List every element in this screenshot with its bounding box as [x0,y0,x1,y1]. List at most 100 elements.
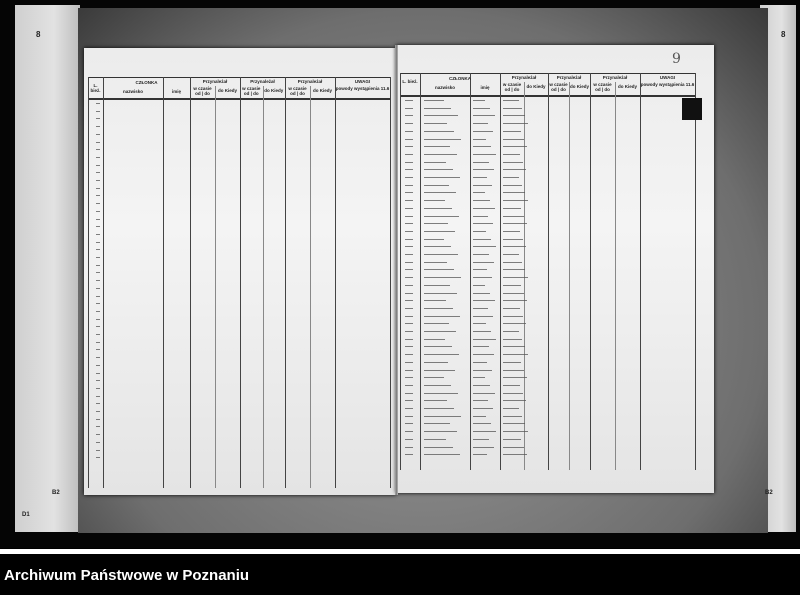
handwritten-entry [405,284,413,286]
handwritten-entry [424,408,454,409]
handwritten-entry [473,146,491,148]
handwritten-entry [503,361,521,363]
header-surname: nazwisko [434,85,455,90]
separator [0,549,800,554]
handwritten-entry [473,323,486,325]
handwritten-entry [424,431,457,433]
handwritten-entry [503,246,526,248]
handwritten-entry [424,177,460,178]
handwritten-entry [405,331,413,332]
handwritten-entry [473,361,487,363]
handwritten-entry [503,338,522,340]
header-group: Przynależał [250,79,275,84]
handwritten-entry [503,415,522,417]
row-number-mark [96,203,100,205]
handwritten-entry [473,377,485,379]
handwritten-entry [405,361,413,363]
left-card-strip [15,5,80,532]
handwritten-entry [405,338,413,340]
subcolumn-rule [615,82,616,470]
row-number-mark [96,334,100,335]
row-number-mark [96,118,100,120]
row-number-mark [96,318,100,320]
header-lp: L. bież. [90,83,101,93]
handwritten-entry [503,446,524,448]
handwritten-entry [424,361,448,363]
header-top-rule [88,77,390,78]
handwritten-entry [473,300,495,302]
handwritten-entry [503,277,528,279]
handwritten-entry [405,369,413,371]
handwritten-entry [473,446,494,448]
handwritten-entry [473,315,493,317]
column-rule [88,77,89,488]
row-number-mark [96,164,100,166]
row-number-mark [96,449,100,451]
handwritten-entry [405,446,413,448]
handwritten-entry [424,223,448,225]
handwritten-entry [503,130,521,132]
handwritten-entry [405,254,413,255]
row-number-mark [96,156,100,158]
handwritten-entry [405,230,413,232]
column-rule [470,73,471,470]
handwritten-entry [473,192,485,194]
row-number-mark [96,141,100,143]
handwritten-entry [503,177,519,178]
handwritten-entry [405,246,413,248]
row-number-mark [96,195,100,197]
row-number-mark [96,357,100,359]
handwritten-entry [473,400,488,402]
handwritten-entry [503,384,520,386]
row-number-mark [96,180,100,181]
handwritten-entry [405,107,413,109]
handwritten-entry [405,415,413,417]
handwritten-entry [424,200,445,202]
handwritten-entry [405,423,413,425]
header-period: w czasie od | do [549,82,568,92]
handwritten-entry [503,254,519,255]
handwritten-entry [424,392,458,394]
handwritten-entry [405,215,413,217]
handwritten-entry [424,246,451,248]
column-rule [548,73,549,470]
handwritten-entry [405,392,413,394]
header-surname: nazwisko [122,89,143,94]
handwritten-entry [503,400,526,402]
row-number-mark [96,395,100,397]
handwritten-entry [473,269,487,271]
column-rule [420,73,421,470]
header-period: w czasie od | do [288,86,307,96]
header-remarks-sub: powody wystąpienia 11.6 [335,86,390,91]
handwritten-entry [405,261,413,263]
header-group: Przynależał [202,79,228,84]
header-until: do Kiedy [570,84,590,89]
handwritten-entry [405,438,413,440]
row-number-mark [96,226,100,228]
handwritten-entry [424,346,452,348]
handwritten-entry [405,138,413,140]
handwritten-entry [473,169,494,171]
row-number-mark [96,264,100,266]
handwritten-entry [405,223,413,225]
handwritten-entry [424,100,444,101]
handwritten-entry [503,207,521,209]
row-number-mark [96,103,100,104]
column-rule [590,73,591,470]
row-number-mark [96,372,100,374]
handwritten-entry [424,438,446,440]
handwritten-entry [405,153,413,155]
handwritten-entry [405,277,413,279]
handwritten-entry [503,100,519,101]
handwritten-entry [503,284,521,286]
handwritten-entry [424,169,453,171]
row-number-mark [96,341,100,343]
handwritten-entry [503,169,526,171]
handwritten-entry [405,408,413,409]
handwritten-entry [473,338,496,340]
row-number-mark [96,387,100,389]
column-rule [500,73,501,470]
handwritten-entry [503,153,520,155]
handwritten-entry [405,100,413,101]
handwritten-entry [405,184,413,186]
